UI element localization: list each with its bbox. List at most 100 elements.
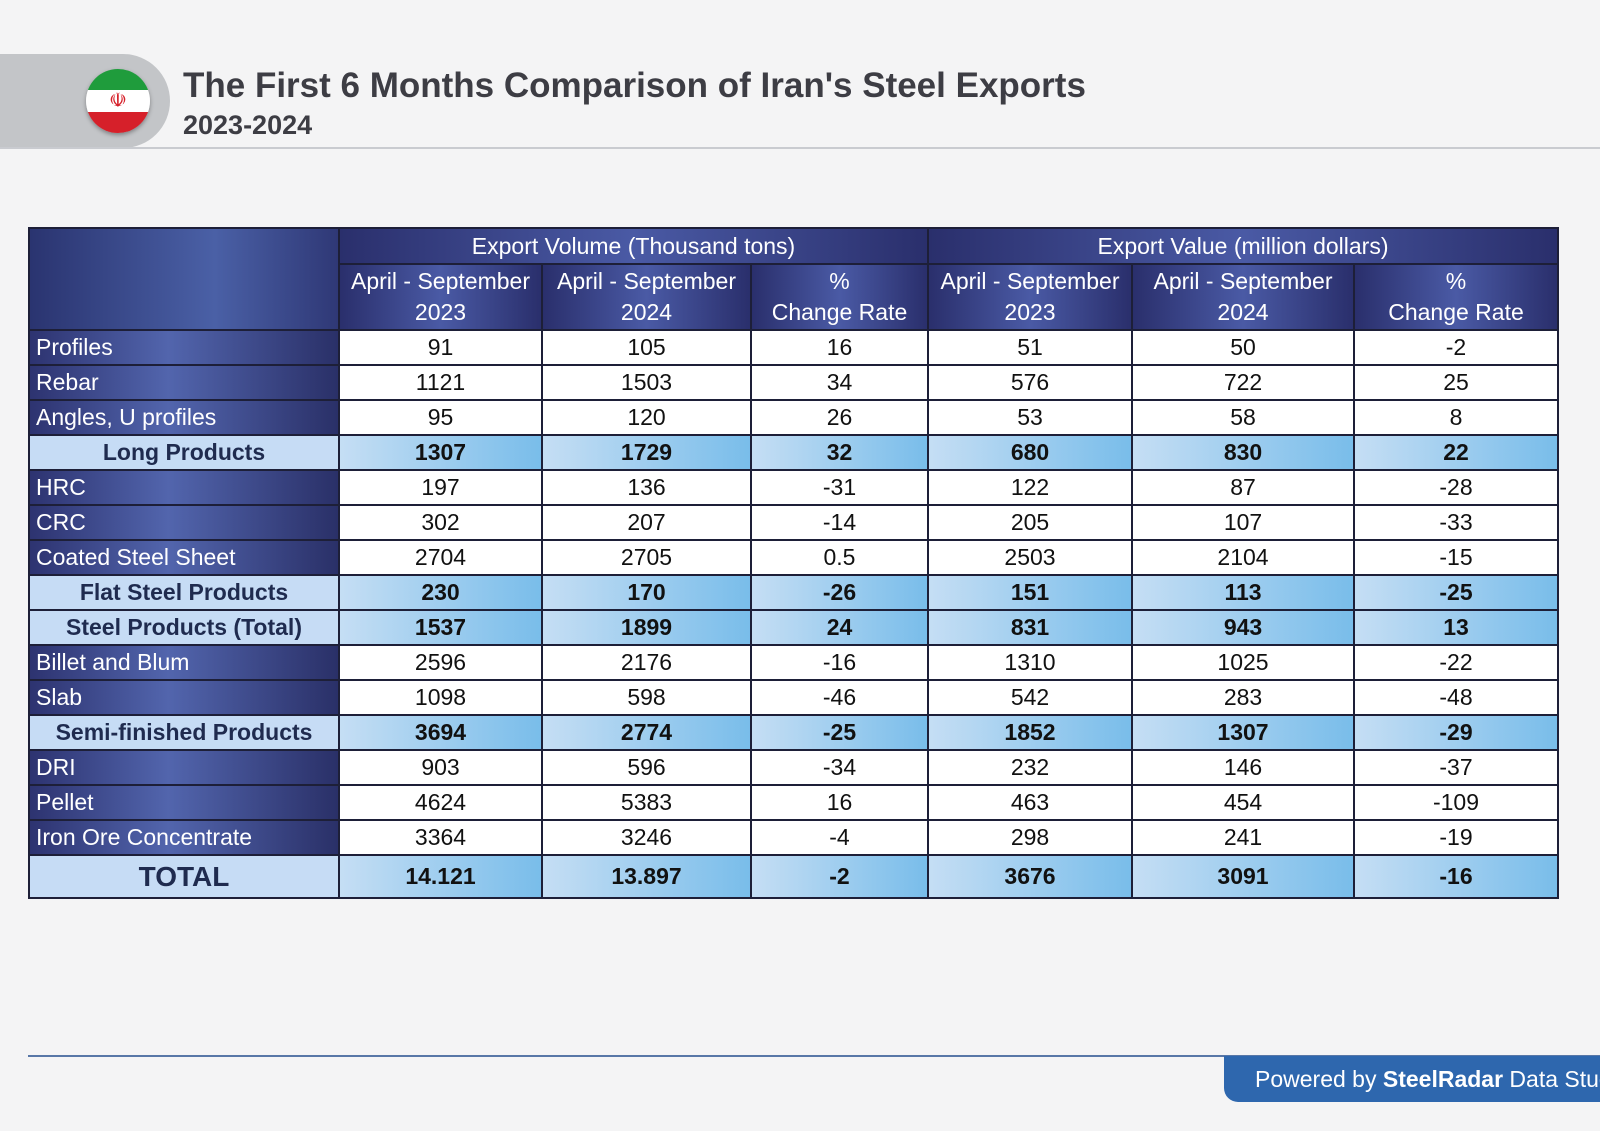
- table-cell: 3364: [338, 819, 543, 856]
- row-label: Slab: [28, 679, 340, 716]
- table-cell: 24: [750, 609, 929, 646]
- column-header: % Change Rate: [750, 263, 929, 331]
- table-row: Angles, U profiles 95 120 26 53 58 8: [28, 399, 1559, 436]
- row-label: Pellet: [28, 784, 340, 821]
- table-cell: 1852: [927, 714, 1133, 751]
- table-cell: 1899: [541, 609, 752, 646]
- header-divider: [0, 147, 1600, 149]
- table-cell: 830: [1131, 434, 1355, 471]
- table-cell: 542: [927, 679, 1133, 716]
- footer-prefix: Powered by: [1255, 1066, 1377, 1092]
- table-cell: 5383: [541, 784, 752, 821]
- summary-row: Long Products 1307 1729 32 680 830 22: [28, 434, 1559, 471]
- row-label: CRC: [28, 504, 340, 541]
- row-label: Profiles: [28, 329, 340, 366]
- table-cell: 2704: [338, 539, 543, 576]
- column-header: April - September 2023: [338, 263, 543, 331]
- table-cell: 1307: [338, 434, 543, 471]
- table-cell: 14.121: [338, 854, 543, 899]
- row-label: Steel Products (Total): [28, 609, 340, 646]
- table-cell: 51: [927, 329, 1133, 366]
- table-row: HRC 197 136 -31 122 87 -28: [28, 469, 1559, 506]
- footer-divider: [28, 1055, 1600, 1057]
- footer-brand: SteelRadar: [1382, 1066, 1504, 1092]
- table-cell: 122: [927, 469, 1133, 506]
- table-cell: 197: [338, 469, 543, 506]
- table-cell: 2503: [927, 539, 1133, 576]
- row-label: Rebar: [28, 364, 340, 401]
- table-cell: -48: [1353, 679, 1559, 716]
- row-label: Billet and Blum: [28, 644, 340, 681]
- total-row: TOTAL 14.121 13.897 -2 3676 3091 -16: [28, 854, 1559, 899]
- steel-exports-table: Export Volume (Thousand tons) Export Val…: [28, 227, 1559, 899]
- table-cell: 1503: [541, 364, 752, 401]
- table-row: Rebar 1121 1503 34 576 722 25: [28, 364, 1559, 401]
- table-cell: -16: [1353, 854, 1559, 899]
- table-cell: -33: [1353, 504, 1559, 541]
- table-cell: 3246: [541, 819, 752, 856]
- table-cell: 26: [750, 399, 929, 436]
- iran-flag-icon: ☫: [86, 69, 150, 133]
- table-row: Slab 1098 598 -46 542 283 -48: [28, 679, 1559, 716]
- table-cell: 302: [338, 504, 543, 541]
- table-cell: 1310: [927, 644, 1133, 681]
- table-cell: 25: [1353, 364, 1559, 401]
- table-cell: 1098: [338, 679, 543, 716]
- column-header: April - September 2023: [927, 263, 1133, 331]
- table-cell: 16: [750, 329, 929, 366]
- summary-row: Steel Products (Total) 1537 1899 24 831 943 13: [28, 609, 1559, 646]
- table-cell: -19: [1353, 819, 1559, 856]
- table-row: DRI 903 596 -34 232 146 -37: [28, 749, 1559, 786]
- table-cell: 105: [541, 329, 752, 366]
- table-cell: 146: [1131, 749, 1355, 786]
- table-cell: 3091: [1131, 854, 1355, 899]
- table-cell: -4: [750, 819, 929, 856]
- group-header-value: Export Value (million dollars): [927, 227, 1559, 265]
- table-cell: -34: [750, 749, 929, 786]
- table-cell: 13.897: [541, 854, 752, 899]
- column-header: April - September 2024: [541, 263, 752, 331]
- table-cell: 831: [927, 609, 1133, 646]
- table-row: Billet and Blum 2596 2176 -16 1310 1025 -22: [28, 644, 1559, 681]
- table-cell: 22: [1353, 434, 1559, 471]
- table-cell: 2705: [541, 539, 752, 576]
- table-cell: 4624: [338, 784, 543, 821]
- page-subtitle: 2023-2024: [183, 110, 313, 140]
- table-cell: 3694: [338, 714, 543, 751]
- table-cell: 151: [927, 574, 1133, 611]
- footer-suffix: Data Studio: [1509, 1066, 1600, 1092]
- table-cell: -16: [750, 644, 929, 681]
- table-cell: -14: [750, 504, 929, 541]
- table-cell: 8: [1353, 399, 1559, 436]
- summary-row: Flat Steel Products 230 170 -26 151 113 -25: [28, 574, 1559, 611]
- row-label: Semi-finished Products: [28, 714, 340, 751]
- table-body: Profiles 91 105 16 51 50 -2 Rebar 1121 1503 34 576 7…: [28, 329, 1559, 899]
- table-cell: 598: [541, 679, 752, 716]
- table-cell: 1537: [338, 609, 543, 646]
- table-cell: 16: [750, 784, 929, 821]
- table-row: Pellet 4624 5383 16 463 454 -109: [28, 784, 1559, 821]
- table-row: CRC 302 207 -14 205 107 -33: [28, 504, 1559, 541]
- table-cell: -37: [1353, 749, 1559, 786]
- table-cell: 943: [1131, 609, 1355, 646]
- table-cell: 576: [927, 364, 1133, 401]
- table-cell: 91: [338, 329, 543, 366]
- row-label: Angles, U profiles: [28, 399, 340, 436]
- row-label: HRC: [28, 469, 340, 506]
- row-label: TOTAL: [28, 854, 340, 899]
- table-cell: 1307: [1131, 714, 1355, 751]
- table-cell: -2: [1353, 329, 1559, 366]
- table-cell: -25: [750, 714, 929, 751]
- table-cell: -29: [1353, 714, 1559, 751]
- table-cell: 463: [927, 784, 1133, 821]
- table-cell: 87: [1131, 469, 1355, 506]
- table-cell: 2774: [541, 714, 752, 751]
- summary-row: Semi-finished Products 3694 2774 -25 1852 130…: [28, 714, 1559, 751]
- table-cell: 241: [1131, 819, 1355, 856]
- table-cell: 903: [338, 749, 543, 786]
- row-label: Iron Ore Concentrate: [28, 819, 340, 856]
- row-label: DRI: [28, 749, 340, 786]
- row-label: Coated Steel Sheet: [28, 539, 340, 576]
- table-cell: 120: [541, 399, 752, 436]
- table-cell: 34: [750, 364, 929, 401]
